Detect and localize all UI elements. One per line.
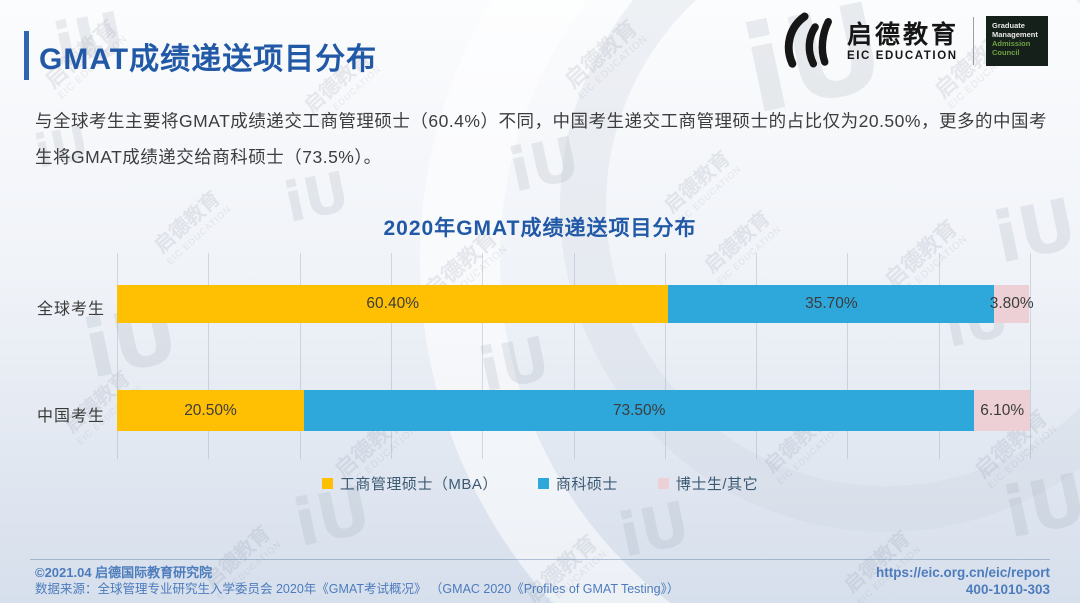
legend-item: 博士生/其它 bbox=[657, 473, 759, 494]
gridline bbox=[756, 253, 758, 459]
page-title: GMAT成绩递送项目分布 bbox=[39, 43, 378, 76]
footer-phone: 400-1010-303 bbox=[965, 582, 1050, 597]
legend-swatch bbox=[537, 478, 549, 489]
bar-value-label: 35.70% bbox=[805, 295, 858, 312]
legend-swatch bbox=[657, 478, 669, 489]
footer-divider bbox=[30, 559, 1050, 560]
category-label: 全球考生 bbox=[36, 301, 105, 318]
gmac-line: Council bbox=[992, 48, 1020, 57]
brand-name-cn: 启德教育 bbox=[846, 21, 959, 49]
gridline bbox=[117, 253, 118, 459]
category-label: 中国考生 bbox=[36, 407, 105, 425]
gridline bbox=[1030, 253, 1031, 459]
chart-legend: 工商管理硕士（MBA） 商科硕士 博士生/其它 bbox=[0, 473, 1080, 494]
gmac-line: Management bbox=[992, 30, 1038, 39]
bar-segment: 73.50% bbox=[303, 390, 975, 431]
legend-item: 商科硕士 bbox=[537, 473, 618, 494]
chart-plot-area: 全球考生 60.40% 35.70% 3.80% 中国考生 20.50% 73.50% 6.1… bbox=[37, 253, 1034, 459]
intro-paragraph: 与全球考生主要将GMAT成绩递交工商管理硕士（60.4%）不同，中国考生递交工商… bbox=[35, 111, 1047, 167]
bar-segment: 20.50% bbox=[117, 390, 304, 431]
legend-label: 工商管理硕士（MBA） bbox=[339, 476, 498, 493]
bar-segment: 3.80% bbox=[990, 285, 1034, 323]
bar-segment: 60.40% bbox=[117, 285, 669, 323]
bar-segment: 35.70% bbox=[668, 285, 995, 323]
gridline bbox=[847, 253, 849, 459]
stacked-bar-chart: 全球考生 60.40% 35.70% 3.80% 中国考生 20.50% 73.50% 6.1… bbox=[0, 253, 1080, 459]
bar-value-label: 6.10% bbox=[980, 401, 1025, 419]
legend-label: 博士生/其它 bbox=[675, 476, 759, 493]
bar-value-label: 3.80% bbox=[989, 295, 1034, 312]
bar-row-1: 全球考生 60.40% 35.70% 3.80% bbox=[37, 285, 1034, 323]
footer-source: 数据来源：全球管理专业研究生入学委员会 2020年《GMAT考试概况》 （GMA… bbox=[35, 582, 680, 596]
legend-label: 商科硕士 bbox=[555, 476, 618, 493]
gridline bbox=[938, 253, 940, 459]
footer-right: https://eic.org.cn/eic/report 400-1010-3… bbox=[876, 564, 1050, 598]
footer-copyright: ©2021.04 启德国际教育研究院 bbox=[35, 565, 213, 580]
brand-divider bbox=[973, 17, 974, 65]
footer-left: ©2021.04 启德国际教育研究院 数据来源：全球管理专业研究生入学委员会 2… bbox=[35, 564, 679, 598]
gmac-logo: Graduate Management Admission Council bbox=[986, 16, 1048, 66]
gridline bbox=[573, 253, 575, 459]
gridline bbox=[208, 253, 210, 459]
brand-name-en: EIC EDUCATION bbox=[846, 50, 958, 62]
bar-row-2: 中国考生 20.50% 73.50% 6.10% bbox=[37, 390, 1030, 431]
eic-logo-icon bbox=[784, 12, 832, 68]
legend-item: 工商管理硕士（MBA） bbox=[321, 473, 498, 494]
gridline bbox=[664, 253, 666, 459]
gridline bbox=[390, 253, 392, 459]
gmac-line: Admission bbox=[992, 39, 1031, 48]
brand-text-watermark: 启德教育 EIC EDUCATION bbox=[559, 15, 651, 102]
chart-title: 2020年GMAT成绩递送项目分布 bbox=[383, 217, 697, 240]
bar-value-label: 73.50% bbox=[612, 401, 666, 419]
bar-value-label: 20.50% bbox=[184, 401, 237, 419]
title-accent-bar bbox=[24, 31, 29, 80]
brand-area: 启德教育 EIC EDUCATION Graduate Management A… bbox=[781, 12, 1048, 70]
footer-url: https://eic.org.cn/eic/report bbox=[875, 565, 1050, 580]
brand-text: 启德教育 EIC EDUCATION bbox=[847, 20, 959, 62]
bar-value-label: 60.40% bbox=[366, 295, 419, 312]
gmac-line: Graduate bbox=[992, 21, 1025, 30]
legend-swatch bbox=[321, 478, 333, 489]
gridline bbox=[299, 253, 301, 459]
bar-segment: 6.10% bbox=[974, 390, 1030, 431]
